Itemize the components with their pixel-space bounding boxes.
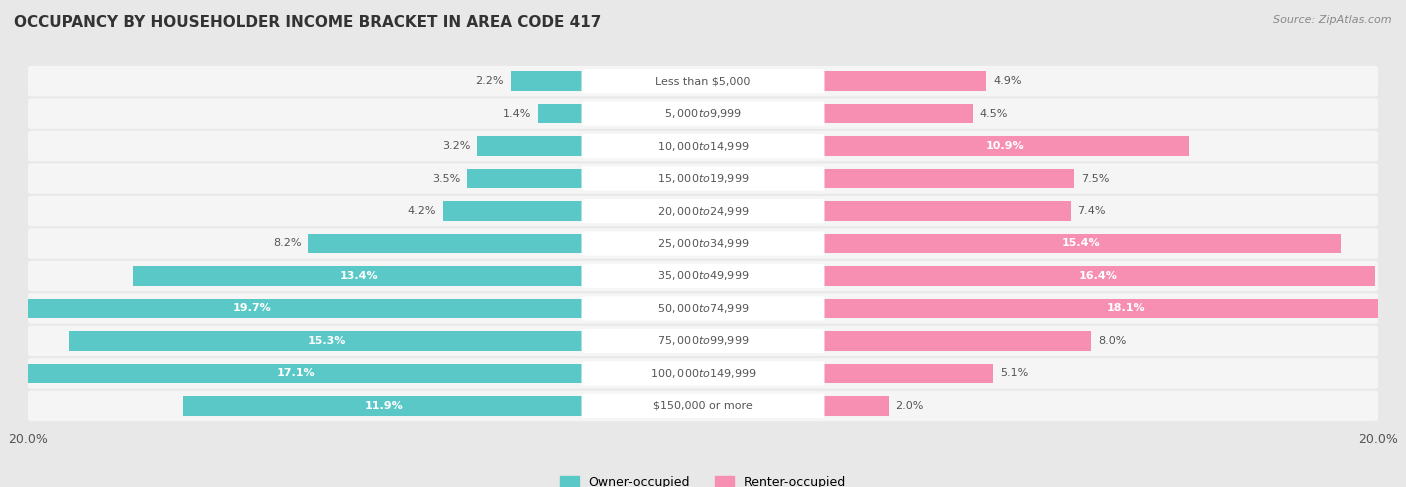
Bar <box>821 331 1091 351</box>
Text: $35,000 to $49,999: $35,000 to $49,999 <box>657 269 749 282</box>
Bar <box>0 299 585 318</box>
Text: OCCUPANCY BY HOUSEHOLDER INCOME BRACKET IN AREA CODE 417: OCCUPANCY BY HOUSEHOLDER INCOME BRACKET … <box>14 15 602 30</box>
Bar <box>821 72 987 91</box>
FancyBboxPatch shape <box>28 163 1378 194</box>
FancyBboxPatch shape <box>582 329 824 353</box>
Text: 7.5%: 7.5% <box>1081 173 1109 184</box>
Text: 10.9%: 10.9% <box>986 141 1025 151</box>
Bar <box>537 104 585 123</box>
FancyBboxPatch shape <box>28 98 1378 129</box>
FancyBboxPatch shape <box>28 293 1378 324</box>
Text: 7.4%: 7.4% <box>1077 206 1107 216</box>
Bar <box>821 201 1071 221</box>
Legend: Owner-occupied, Renter-occupied: Owner-occupied, Renter-occupied <box>560 476 846 487</box>
Bar <box>821 136 1189 156</box>
FancyBboxPatch shape <box>28 326 1378 356</box>
Text: 16.4%: 16.4% <box>1078 271 1118 281</box>
Text: 8.2%: 8.2% <box>273 239 301 248</box>
FancyBboxPatch shape <box>582 361 824 386</box>
Text: Less than $5,000: Less than $5,000 <box>655 76 751 86</box>
FancyBboxPatch shape <box>582 231 824 256</box>
Text: 18.1%: 18.1% <box>1107 303 1146 314</box>
FancyBboxPatch shape <box>28 196 1378 226</box>
Bar <box>308 234 585 253</box>
Text: Source: ZipAtlas.com: Source: ZipAtlas.com <box>1274 15 1392 25</box>
FancyBboxPatch shape <box>28 66 1378 96</box>
FancyBboxPatch shape <box>28 228 1378 259</box>
Text: 19.7%: 19.7% <box>233 303 271 314</box>
Bar <box>132 266 585 286</box>
FancyBboxPatch shape <box>28 131 1378 161</box>
Text: $50,000 to $74,999: $50,000 to $74,999 <box>657 302 749 315</box>
FancyBboxPatch shape <box>582 296 824 320</box>
Text: $20,000 to $24,999: $20,000 to $24,999 <box>657 205 749 218</box>
FancyBboxPatch shape <box>28 358 1378 389</box>
FancyBboxPatch shape <box>582 199 824 223</box>
FancyBboxPatch shape <box>28 261 1378 291</box>
Bar <box>821 234 1341 253</box>
Text: 3.2%: 3.2% <box>441 141 470 151</box>
Bar <box>821 169 1074 188</box>
Text: $15,000 to $19,999: $15,000 to $19,999 <box>657 172 749 185</box>
Text: 17.1%: 17.1% <box>277 368 316 378</box>
Text: $5,000 to $9,999: $5,000 to $9,999 <box>664 107 742 120</box>
FancyBboxPatch shape <box>582 101 824 126</box>
Bar <box>821 396 889 415</box>
Text: 15.3%: 15.3% <box>308 336 346 346</box>
FancyBboxPatch shape <box>582 69 824 94</box>
Text: 1.4%: 1.4% <box>502 109 531 119</box>
Text: 8.0%: 8.0% <box>1098 336 1126 346</box>
Text: 3.5%: 3.5% <box>432 173 460 184</box>
Bar <box>821 104 973 123</box>
Text: $10,000 to $14,999: $10,000 to $14,999 <box>657 140 749 152</box>
Bar <box>821 299 1406 318</box>
FancyBboxPatch shape <box>582 264 824 288</box>
Bar <box>69 331 585 351</box>
Text: $25,000 to $34,999: $25,000 to $34,999 <box>657 237 749 250</box>
Bar <box>477 136 585 156</box>
Bar <box>821 266 1375 286</box>
FancyBboxPatch shape <box>582 393 824 418</box>
Text: $150,000 or more: $150,000 or more <box>654 401 752 411</box>
FancyBboxPatch shape <box>28 391 1378 421</box>
FancyBboxPatch shape <box>582 134 824 158</box>
Text: 2.2%: 2.2% <box>475 76 503 86</box>
FancyBboxPatch shape <box>582 167 824 191</box>
Text: 4.5%: 4.5% <box>980 109 1008 119</box>
Text: $75,000 to $99,999: $75,000 to $99,999 <box>657 335 749 347</box>
Text: 15.4%: 15.4% <box>1062 239 1101 248</box>
Bar <box>8 364 585 383</box>
Text: 2.0%: 2.0% <box>896 401 924 411</box>
Text: $100,000 to $149,999: $100,000 to $149,999 <box>650 367 756 380</box>
Bar <box>510 72 585 91</box>
Text: 13.4%: 13.4% <box>339 271 378 281</box>
Text: 5.1%: 5.1% <box>1000 368 1028 378</box>
Bar <box>183 396 585 415</box>
Bar <box>443 201 585 221</box>
Text: 4.2%: 4.2% <box>408 206 436 216</box>
Bar <box>821 364 993 383</box>
Text: 4.9%: 4.9% <box>993 76 1022 86</box>
Text: 11.9%: 11.9% <box>364 401 404 411</box>
Bar <box>467 169 585 188</box>
